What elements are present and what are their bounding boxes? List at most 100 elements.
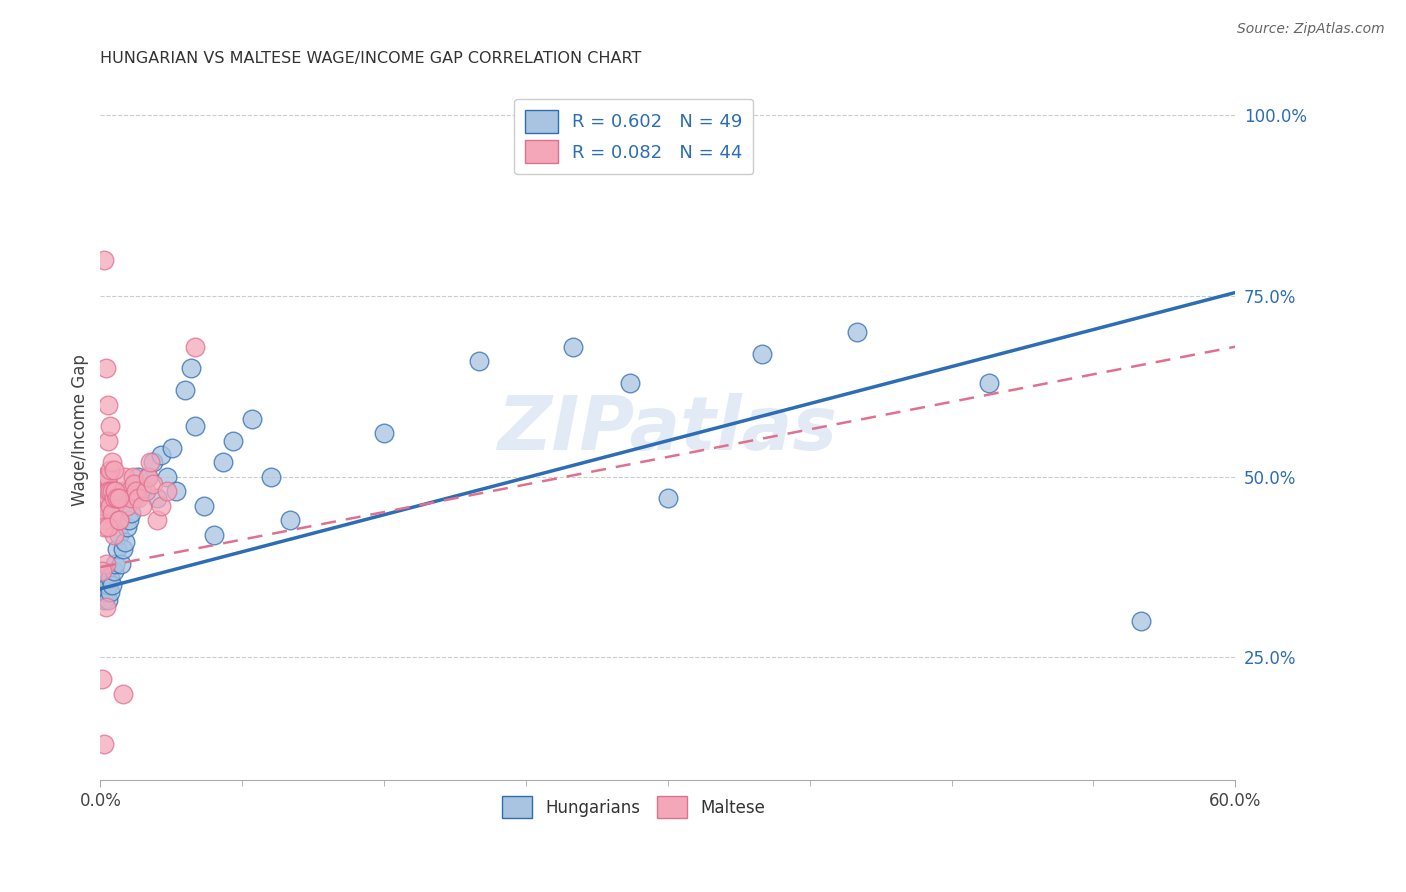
Point <box>125 484 148 499</box>
Point <box>103 491 125 506</box>
Point <box>93 499 115 513</box>
Point <box>100 578 122 592</box>
Legend: Hungarians, Maltese: Hungarians, Maltese <box>495 789 772 824</box>
Point <box>93 578 115 592</box>
Point <box>93 491 115 506</box>
Point <box>115 499 138 513</box>
Point <box>104 557 127 571</box>
Point <box>94 571 117 585</box>
Point <box>108 491 131 506</box>
Point <box>142 477 165 491</box>
Point <box>93 513 115 527</box>
Point <box>259 470 281 484</box>
Point <box>97 398 120 412</box>
Point <box>91 672 114 686</box>
Point <box>138 455 160 469</box>
Point <box>184 419 207 434</box>
Point <box>180 361 202 376</box>
Point <box>98 419 121 434</box>
Point <box>135 484 157 499</box>
Point <box>112 484 135 499</box>
Point <box>136 470 159 484</box>
Point <box>120 506 142 520</box>
Point <box>193 499 215 513</box>
Point <box>118 513 141 527</box>
Point <box>114 470 136 484</box>
Point <box>202 527 225 541</box>
Point <box>97 578 120 592</box>
Point <box>619 376 641 390</box>
Point <box>93 737 115 751</box>
Point <box>91 499 114 513</box>
Point <box>467 354 489 368</box>
Point <box>105 491 128 506</box>
Point <box>115 520 138 534</box>
Point <box>124 491 146 506</box>
Y-axis label: Wage/Income Gap: Wage/Income Gap <box>72 354 89 506</box>
Point <box>93 477 115 491</box>
Point <box>155 470 177 484</box>
Point <box>100 455 122 469</box>
Point <box>98 571 121 585</box>
Point <box>93 520 115 534</box>
Point <box>124 477 146 491</box>
Point <box>1129 615 1152 629</box>
Point <box>97 520 120 534</box>
Point <box>112 542 135 557</box>
Point <box>100 506 122 520</box>
Point <box>91 564 114 578</box>
Point <box>93 252 115 267</box>
Point <box>110 557 132 571</box>
Point <box>98 585 121 599</box>
Text: HUNGARIAN VS MALTESE WAGE/INCOME GAP CORRELATION CHART: HUNGARIAN VS MALTESE WAGE/INCOME GAP COR… <box>100 51 641 66</box>
Point <box>91 484 114 499</box>
Point <box>657 491 679 506</box>
Point <box>222 434 245 448</box>
Point <box>142 455 165 469</box>
Point <box>94 506 117 520</box>
Point <box>105 491 128 506</box>
Point <box>127 470 149 484</box>
Point <box>131 484 153 499</box>
Point <box>97 470 120 484</box>
Point <box>120 491 142 506</box>
Point <box>93 592 115 607</box>
Point <box>94 585 117 599</box>
Point <box>91 470 114 484</box>
Point <box>105 542 128 557</box>
Point <box>98 462 121 476</box>
Point <box>103 462 125 476</box>
Point <box>751 347 773 361</box>
Point <box>184 340 207 354</box>
Point <box>149 448 172 462</box>
Point <box>94 361 117 376</box>
Point <box>104 484 127 499</box>
Point <box>846 325 869 339</box>
Point <box>149 499 172 513</box>
Point <box>94 557 117 571</box>
Point <box>108 513 131 527</box>
Point <box>94 491 117 506</box>
Point <box>136 470 159 484</box>
Point <box>562 340 585 354</box>
Point <box>97 592 120 607</box>
Point <box>112 687 135 701</box>
Point <box>103 527 125 541</box>
Point <box>373 426 395 441</box>
Point <box>131 499 153 513</box>
Point <box>103 564 125 578</box>
Point <box>278 513 301 527</box>
Point <box>212 455 235 469</box>
Point <box>127 491 149 506</box>
Point <box>91 585 114 599</box>
Point <box>98 499 121 513</box>
Point <box>155 484 177 499</box>
Text: Source: ZipAtlas.com: Source: ZipAtlas.com <box>1237 22 1385 37</box>
Point <box>174 383 197 397</box>
Point <box>240 412 263 426</box>
Point <box>98 484 121 499</box>
Point <box>94 599 117 614</box>
Point <box>160 441 183 455</box>
Point <box>146 513 169 527</box>
Point <box>979 376 1001 390</box>
